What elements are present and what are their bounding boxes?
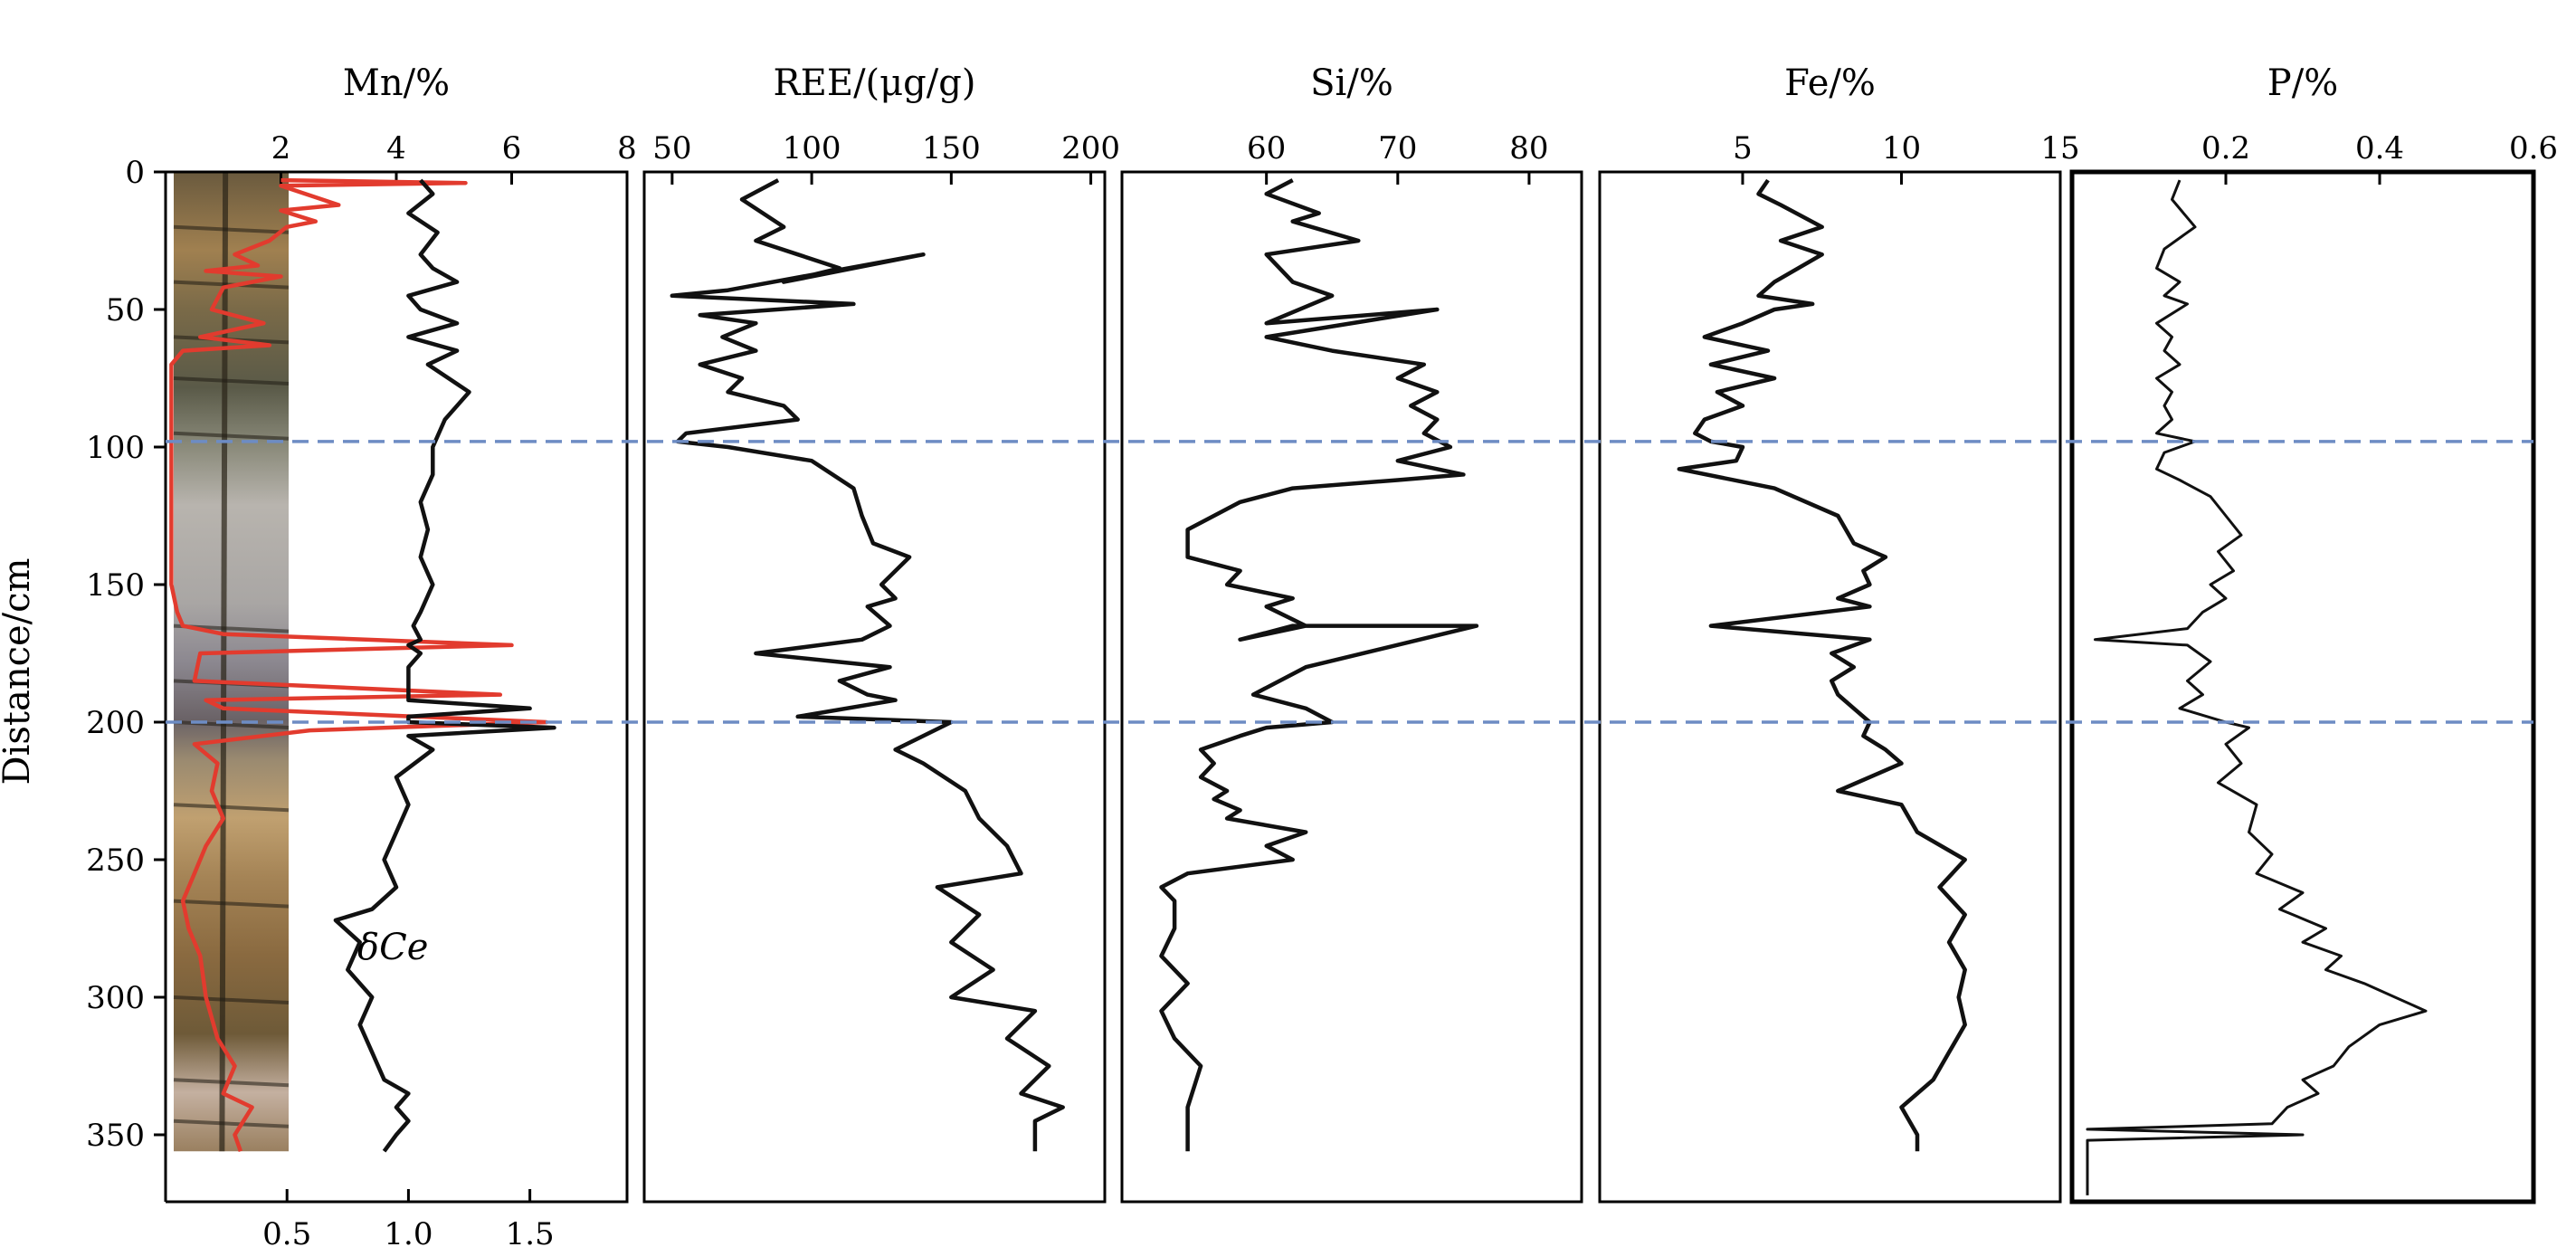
- panel-si: Si/% 60 70 80: [1120, 62, 1583, 1204]
- core-layer-band: [173, 995, 290, 1004]
- core-photo-body: [174, 172, 289, 1152]
- core-layer-band: [173, 431, 290, 441]
- core-layer-band: [173, 1118, 290, 1128]
- core-layer-band: [173, 899, 290, 909]
- series-line-ree-0: [670, 178, 1065, 1152]
- top-tick-label-mn: 8: [617, 130, 637, 167]
- panel-fe: Fe/% 5 10 15: [1598, 62, 2080, 1204]
- panel-frame-ree: [642, 170, 1107, 1204]
- sediment-core-photo-icon: [173, 171, 290, 1152]
- y-axis-label: Distance/cm: [0, 558, 38, 785]
- series-line-p-0: [2086, 179, 2428, 1195]
- series-line-si-0: [1159, 178, 1479, 1152]
- panel-frame-si: [1120, 170, 1583, 1204]
- y-tick-label: 300: [86, 980, 145, 1016]
- reference-lines: [166, 440, 2533, 724]
- annotation-mn: δCe: [357, 927, 428, 968]
- top-tick-label-p: 0.2: [2201, 130, 2250, 167]
- core-layer-band: [173, 1078, 290, 1088]
- core-layer-band: [173, 224, 290, 234]
- bottom-tick-label-mn: 1.5: [506, 1216, 555, 1247]
- panel-title-p: P/%: [2267, 62, 2338, 104]
- series-line-mn-1: [333, 178, 556, 1153]
- top-tick-label-ree: 200: [1061, 130, 1120, 167]
- panel-frame-fe: [1598, 170, 2062, 1204]
- top-tick-label-ree: 50: [652, 130, 691, 167]
- bottom-tick-label-mn: 1.0: [384, 1216, 433, 1247]
- panel-title-mn: Mn/%: [343, 62, 450, 104]
- y-axis: 0 50 100 150 200 250 300 350: [86, 155, 167, 1202]
- top-tick-label-ree: 100: [783, 130, 841, 167]
- y-tick-label: 200: [86, 705, 145, 741]
- panel-title-si: Si/%: [1310, 62, 1393, 104]
- y-tick-label: 350: [86, 1118, 145, 1154]
- top-tick-label-si: 80: [1509, 130, 1548, 167]
- y-tick-label: 50: [106, 292, 145, 328]
- core-crack: [219, 171, 229, 1152]
- top-tick-label-p: 0.4: [2355, 130, 2404, 167]
- series-line-mn-0: [169, 177, 549, 1152]
- y-tick-label: 150: [86, 567, 145, 604]
- panel-p: P/% 0.2 0.4 0.6: [2069, 62, 2558, 1204]
- top-tick-label-mn: 6: [502, 130, 522, 167]
- series-line-fe-0: [1677, 178, 1967, 1152]
- top-tick-label-si: 70: [1378, 130, 1417, 167]
- panel-frame-p: [2069, 169, 2536, 1204]
- panel-ree: REE/(μg/g) 50 100 150 200: [642, 62, 1120, 1204]
- top-tick-label-si: 60: [1247, 130, 1286, 167]
- top-tick-label-ree: 150: [922, 130, 981, 167]
- top-tick-label-fe: 15: [2040, 130, 2079, 167]
- panel-title-fe: Fe/%: [1784, 62, 1876, 104]
- bottom-tick-label-mn: 0.5: [262, 1216, 311, 1247]
- top-tick-label-fe: 5: [1733, 130, 1753, 167]
- top-tick-label-fe: 10: [1882, 130, 1921, 167]
- top-tick-label-mn: 2: [271, 130, 291, 167]
- core-layer-band: [173, 803, 290, 813]
- y-tick-label: 250: [86, 842, 145, 879]
- panel-mn: Mn/% 2 4 6 8 0.5 1.0 1.5 δCe: [166, 62, 637, 1247]
- top-tick-label-mn: 4: [386, 130, 406, 167]
- top-tick-label-p: 0.6: [2509, 130, 2558, 167]
- y-tick-label: 0: [125, 155, 145, 191]
- core-layer-band: [173, 376, 290, 386]
- y-tick-label: 100: [86, 430, 145, 466]
- panel-title-ree: REE/(μg/g): [774, 62, 976, 104]
